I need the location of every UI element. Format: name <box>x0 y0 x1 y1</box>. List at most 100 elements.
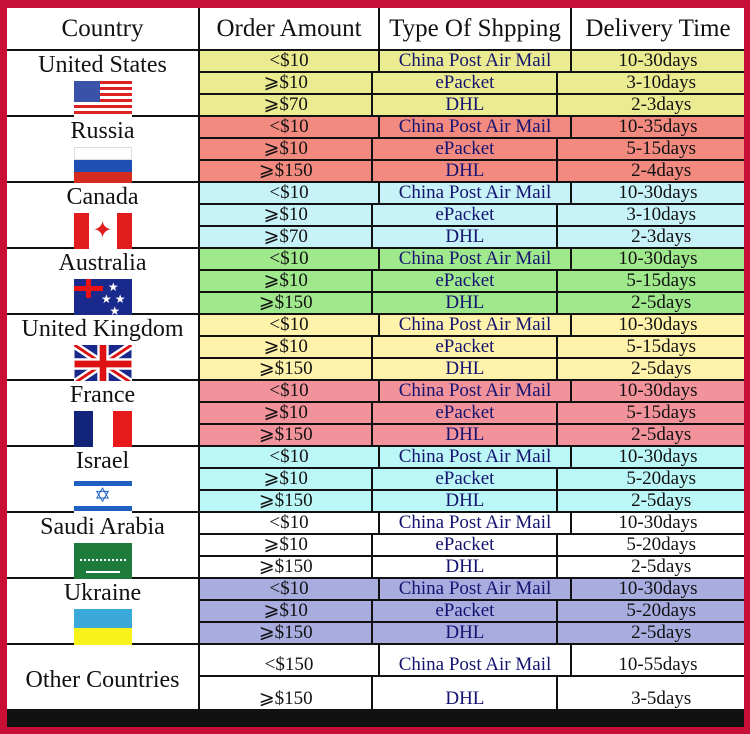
order-amount-cell: <$10 <box>200 51 378 71</box>
country-name: Australia <box>58 250 147 276</box>
country-cell: Ukraine <box>7 579 198 647</box>
table-row: <$10 China Post Air Mail 10-30days <box>200 183 744 203</box>
delivery-time-cell: 2-3days <box>558 95 744 115</box>
table-row: ⩾$10 ePacket 5-15days <box>200 271 744 291</box>
header-delivery-time: Delivery Time <box>572 8 744 49</box>
order-amount-cell: ⩾$150 <box>200 161 372 181</box>
order-amount-cell: ⩾$10 <box>200 139 372 159</box>
country-group: Russia <$10 China Post Air Mail 10-35days ⩾$… <box>7 117 744 185</box>
header-country: Country <box>7 8 198 49</box>
order-amount-cell: ⩾$70 <box>200 227 372 247</box>
delivery-time-cell: 3-5days <box>558 677 744 709</box>
table-row: ⩾$70 DHL 2-3days <box>200 227 744 247</box>
shipping-type-cell: DHL <box>373 677 557 709</box>
order-amount-cell: <$10 <box>200 183 378 203</box>
country-group: Other Countries <$150 China Post Air Mail 1… <box>7 645 744 709</box>
shipping-type-cell: DHL <box>373 557 557 577</box>
order-amount-cell: ⩾$10 <box>200 601 372 621</box>
delivery-time-cell: 3-10days <box>558 205 744 225</box>
order-amount-cell: ⩾$150 <box>200 293 372 313</box>
order-amount-cell: <$150 <box>200 645 378 675</box>
table-row: <$10 China Post Air Mail 10-30days <box>200 249 744 269</box>
country-cell: Russia <box>7 117 198 185</box>
country-cell: United States <box>7 51 198 119</box>
delivery-time-cell: 2-4days <box>558 161 744 181</box>
shipping-type-cell: DHL <box>373 425 557 445</box>
delivery-time-cell: 2-5days <box>558 623 744 643</box>
order-amount-cell: ⩾$10 <box>200 271 372 291</box>
country-cell: Other Countries <box>7 645 198 709</box>
order-amount-cell: ⩾$10 <box>200 73 372 93</box>
country-name: Ukraine <box>63 580 142 606</box>
shipping-type-cell: ePacket <box>373 205 557 225</box>
table-row: ⩾$150 DHL 2-5days <box>200 293 744 313</box>
shipping-type-cell: ePacket <box>373 601 557 621</box>
delivery-time-cell: 2-5days <box>558 491 744 511</box>
country-cell: Israel ✡ <box>7 447 198 515</box>
country-name: United States <box>38 52 167 78</box>
order-amount-cell: <$10 <box>200 381 378 401</box>
shipping-type-cell: China Post Air Mail <box>380 51 570 71</box>
order-amount-cell: ⩾$70 <box>200 95 372 115</box>
order-amount-cell: ⩾$150 <box>200 677 372 709</box>
order-amount-cell: <$10 <box>200 249 378 269</box>
delivery-time-cell: 10-30days <box>572 315 744 335</box>
shipping-type-cell: ePacket <box>373 337 557 357</box>
country-name: Saudi Arabia <box>40 514 165 540</box>
delivery-time-cell: 2-5days <box>558 293 744 313</box>
ukraine-flag-icon <box>73 609 132 647</box>
shipping-type-cell: China Post Air Mail <box>380 447 570 467</box>
delivery-time-cell: 5-15days <box>558 139 744 159</box>
delivery-time-cell: 2-3days <box>558 227 744 247</box>
country-group: Israel ✡ <$10 China Post Air Mail 10-30days ⩾… <box>7 447 744 515</box>
table-row: <$10 China Post Air Mail 10-30days <box>200 315 744 335</box>
order-amount-cell: <$10 <box>200 513 378 533</box>
shipping-type-cell: DHL <box>373 491 557 511</box>
saudi-arabia-flag-icon <box>73 543 132 581</box>
delivery-time-cell: 10-30days <box>572 381 744 401</box>
israel-flag-icon: ✡ <box>73 477 132 515</box>
us-flag-icon <box>73 81 132 119</box>
table-row: ⩾$10 ePacket 5-15days <box>200 403 744 423</box>
order-amount-cell: ⩾$150 <box>200 623 372 643</box>
delivery-time-cell: 10-30days <box>572 51 744 71</box>
order-amount-cell: ⩾$150 <box>200 425 372 445</box>
shipping-type-cell: ePacket <box>373 139 557 159</box>
australia-flag-icon: ★ ★ ★ ★ <box>73 279 132 317</box>
table-row: ⩾$150 DHL 2-5days <box>200 623 744 643</box>
order-amount-cell: ⩾$150 <box>200 359 372 379</box>
table-row: ⩾$150 DHL 2-5days <box>200 557 744 577</box>
country-group: Saudi Arabia <$10 China Post Air Mail 10-30… <box>7 513 744 581</box>
delivery-time-cell: 5-15days <box>558 337 744 357</box>
table-row: ⩾$10 ePacket 5-20days <box>200 535 744 555</box>
delivery-time-cell: 2-5days <box>558 425 744 445</box>
table-row: ⩾$150 DHL 2-5days <box>200 491 744 511</box>
country-name: Israel <box>75 448 130 474</box>
table-row: ⩾$10 ePacket 3-10days <box>200 205 744 225</box>
order-amount-cell: ⩾$150 <box>200 491 372 511</box>
order-amount-cell: ⩾$10 <box>200 535 372 555</box>
table-row: ⩾$10 ePacket 5-15days <box>200 139 744 159</box>
france-flag-icon <box>73 411 132 449</box>
country-group: United States <$10 China Post Air Mail 10-3… <box>7 51 744 119</box>
delivery-time-cell: 10-30days <box>572 579 744 599</box>
shipping-type-cell: China Post Air Mail <box>380 381 570 401</box>
country-group: United Kingdom <$10 China Post Air Mail 10-… <box>7 315 744 383</box>
shipping-type-cell: China Post Air Mail <box>380 315 570 335</box>
delivery-time-cell: 10-35days <box>572 117 744 137</box>
country-cell: Canada ✦ <box>7 183 198 251</box>
order-amount-cell: ⩾$10 <box>200 469 372 489</box>
order-amount-cell: ⩾$10 <box>200 205 372 225</box>
table-row: <$10 China Post Air Mail 10-30days <box>200 51 744 71</box>
country-cell: France <box>7 381 198 449</box>
table-row: <$10 China Post Air Mail 10-30days <box>200 381 744 401</box>
shipping-type-cell: DHL <box>373 227 557 247</box>
country-name: France <box>69 382 136 408</box>
shipping-type-cell: China Post Air Mail <box>380 645 570 675</box>
shipping-type-cell: ePacket <box>373 535 557 555</box>
header-order-amount: Order Amount <box>200 8 378 49</box>
order-amount-cell: ⩾$150 <box>200 557 372 577</box>
shipping-type-cell: DHL <box>373 623 557 643</box>
canada-flag-icon: ✦ <box>73 213 132 251</box>
delivery-time-cell: 5-15days <box>558 403 744 423</box>
